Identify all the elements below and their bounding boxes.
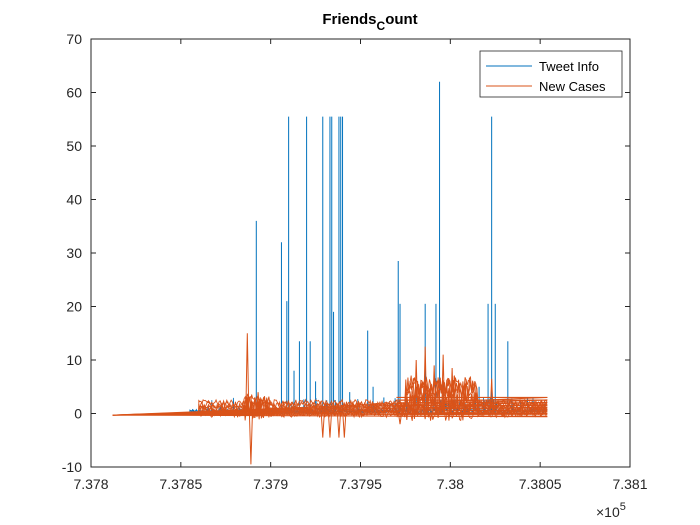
y-tick-label: 40 bbox=[66, 192, 82, 208]
series-new-cases-spike bbox=[336, 413, 341, 438]
series-new-cases-spike bbox=[248, 413, 253, 465]
x-exponent-power: 5 bbox=[620, 501, 626, 513]
series-new-cases-spike bbox=[398, 413, 403, 425]
series-new-cases-spike bbox=[256, 392, 261, 414]
series-new-cases-spike bbox=[441, 354, 446, 414]
y-tick-label: 10 bbox=[66, 352, 82, 368]
series-new-cases-spike bbox=[245, 333, 250, 414]
series-new-cases-spike bbox=[342, 413, 347, 438]
y-tick-label: 0 bbox=[74, 406, 82, 422]
y-tick-label: 70 bbox=[66, 31, 82, 47]
y-tick-label: 30 bbox=[66, 245, 82, 261]
series-new-cases-spike bbox=[460, 381, 465, 414]
chart-title-suffix: ount bbox=[385, 11, 417, 28]
x-exponent-base: ×10 bbox=[596, 504, 620, 520]
x-axis: 7.378 7.3785 7.379 7.3795 7.38 7.3805 7.381 bbox=[73, 39, 648, 492]
x-tick-label: 7.381 bbox=[612, 476, 647, 492]
x-tick-label: 7.3785 bbox=[159, 476, 202, 492]
series-new-cases-spike bbox=[432, 365, 437, 414]
y-tick-label: -10 bbox=[62, 459, 82, 475]
x-tick-label: 7.3795 bbox=[339, 476, 382, 492]
y-axis: -10 0 10 20 30 40 50 60 70 bbox=[62, 31, 630, 475]
chart-title-subscript: C bbox=[377, 19, 386, 33]
chart-title-main: Friends bbox=[322, 11, 376, 28]
x-exponent-label: ×105 bbox=[596, 501, 626, 520]
legend-box bbox=[479, 50, 623, 98]
x-tick-label: 7.3805 bbox=[519, 476, 562, 492]
chart-title: FriendsCount bbox=[322, 11, 417, 33]
y-tick-label: 20 bbox=[66, 299, 82, 315]
y-tick-label: 60 bbox=[66, 85, 82, 101]
legend[interactable]: Tweet Info New Cases bbox=[479, 50, 623, 98]
series-new-cases-line bbox=[198, 377, 548, 414]
legend-label-tweet-info: Tweet Info bbox=[539, 59, 599, 74]
series-new-cases-spike bbox=[320, 413, 325, 438]
series-new-cases-spike bbox=[423, 346, 428, 414]
x-tick-label: 7.38 bbox=[437, 476, 464, 492]
legend-label-new-cases: New Cases bbox=[539, 79, 606, 94]
plot-area bbox=[112, 81, 548, 465]
x-tick-label: 7.378 bbox=[73, 476, 108, 492]
series-new-cases-spike bbox=[489, 378, 494, 414]
y-tick-label: 50 bbox=[66, 138, 82, 154]
series-new-cases-spike bbox=[414, 359, 419, 414]
series-layer bbox=[112, 81, 548, 465]
series-new-cases-spike bbox=[327, 413, 332, 438]
series-new-cases-spike bbox=[450, 368, 455, 414]
x-tick-label: 7.379 bbox=[253, 476, 288, 492]
